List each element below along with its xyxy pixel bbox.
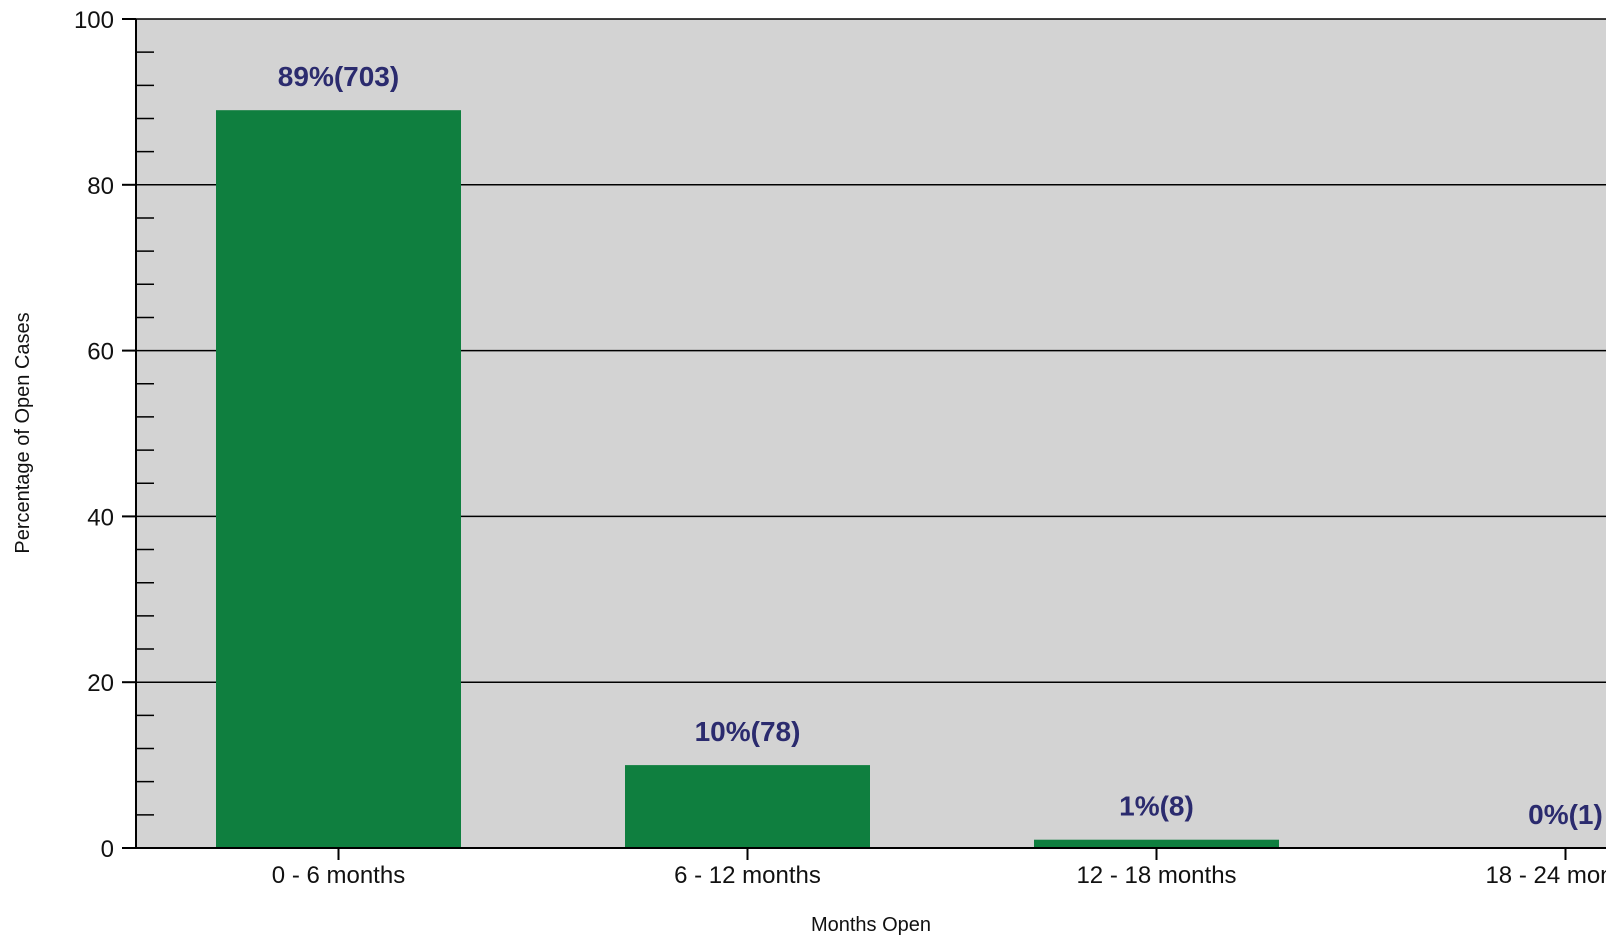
bar-1 — [625, 765, 870, 848]
x-tick-label: 12 - 18 months — [1076, 862, 1236, 889]
data-labels: 89%(703) 10%(78) 1%(8) 0%(1) — [278, 61, 1603, 830]
y-tick-label: 20 — [87, 670, 114, 697]
data-label-3: 0%(1) — [1528, 799, 1603, 830]
y-tick-label: 100 — [74, 7, 114, 34]
bars — [216, 110, 1279, 848]
x-tick-label: 0 - 6 months — [272, 862, 405, 889]
y-axis-title: Percentage of Open Cases — [12, 312, 34, 553]
axes: 0 20 40 60 80 100 0 - 6 months 6 - 12 months 12 … — [74, 7, 1606, 889]
x-axis-title: Months Open — [811, 914, 931, 936]
bar-2 — [1034, 839, 1279, 848]
y-tick-label: 80 — [87, 173, 114, 200]
y-tick-label: 0 — [101, 836, 114, 863]
bar-0 — [216, 110, 461, 848]
data-label-1: 10%(78) — [695, 716, 801, 747]
y-tick-label: 40 — [87, 504, 114, 531]
x-tick-label: 18 - 24 months — [1485, 862, 1606, 889]
x-tick-label: 6 - 12 months — [674, 862, 821, 889]
y-tick-label: 60 — [87, 339, 114, 366]
data-label-0: 89%(703) — [278, 61, 399, 92]
data-label-2: 1%(8) — [1119, 791, 1194, 822]
